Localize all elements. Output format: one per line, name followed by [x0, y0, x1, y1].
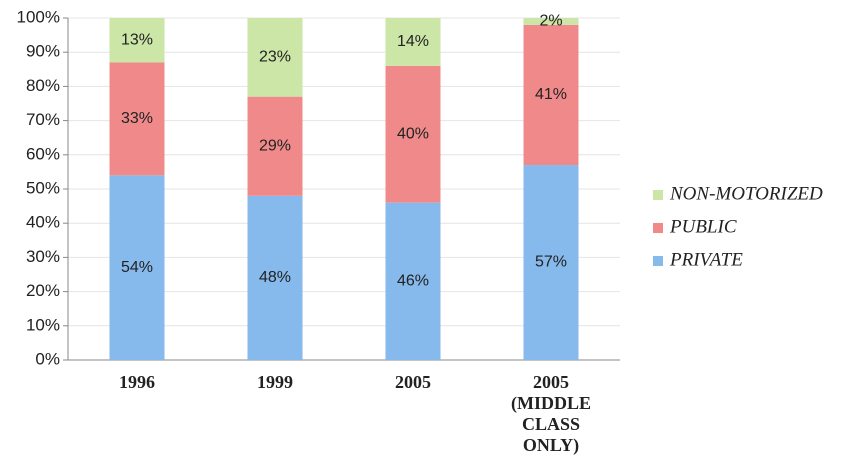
y-tick-label: 0%: [35, 349, 60, 368]
value-label: 57%: [535, 254, 567, 271]
bar-segment: [247, 96, 303, 196]
x-tick-label: 1999: [257, 372, 293, 392]
y-tick-label: 40%: [26, 213, 60, 232]
legend-swatch: [653, 223, 663, 233]
value-label: 48%: [259, 269, 291, 286]
value-label: 41%: [535, 86, 567, 103]
bar-segment: [385, 18, 441, 66]
value-label: 14%: [397, 33, 429, 50]
x-tick-label: 2005: [395, 372, 431, 392]
value-label: 29%: [259, 137, 291, 154]
chart: 0% 10% 20% 30% 40% 50% 60% 70% 80% 90% 100% 54% 33% 1…: [17, 7, 823, 368]
bar-segment: [247, 195, 303, 360]
value-label: 23%: [259, 49, 291, 66]
legend-label: PUBLIC: [669, 216, 737, 237]
y-tick-label: 70%: [26, 110, 60, 129]
x-tick-label: 2005 (MIDDLE CLASS ONLY): [511, 372, 591, 455]
y-tick-label: 100%: [17, 7, 60, 26]
bar-segment: [109, 18, 165, 63]
y-tick-label: 80%: [26, 76, 60, 95]
value-label: 46%: [397, 273, 429, 290]
legend-swatch: [653, 256, 663, 266]
legend-label: NON-MOTORIZED: [669, 183, 823, 204]
y-tick-label: 50%: [26, 178, 60, 197]
bar-segment: [523, 165, 579, 360]
bar-segment: [109, 175, 165, 360]
value-label: 54%: [121, 259, 153, 276]
bar-segment: [385, 202, 441, 360]
bar-segment: [523, 24, 579, 166]
legend-swatch: [653, 190, 663, 200]
y-tick-label: 60%: [26, 144, 60, 163]
value-label: 33%: [121, 110, 153, 127]
y-tick-label: 20%: [26, 281, 60, 300]
legend-label: PRIVATE: [669, 249, 743, 270]
value-label: 2%: [539, 13, 562, 30]
y-tick-label: 10%: [26, 315, 60, 334]
bar-segment: [109, 62, 165, 176]
bar-segment: [247, 18, 303, 97]
page: {"chart_data": {"type": "stacked_bar", "…: [16, 7, 823, 455]
y-tick-label: 30%: [26, 247, 60, 266]
bar-segment: [385, 65, 441, 203]
x-tick-label: 1996: [119, 372, 155, 392]
bar-segment: [523, 18, 579, 25]
y-tick-label: 90%: [26, 42, 60, 61]
value-label: 40%: [397, 125, 429, 142]
value-label: 13%: [121, 31, 153, 48]
